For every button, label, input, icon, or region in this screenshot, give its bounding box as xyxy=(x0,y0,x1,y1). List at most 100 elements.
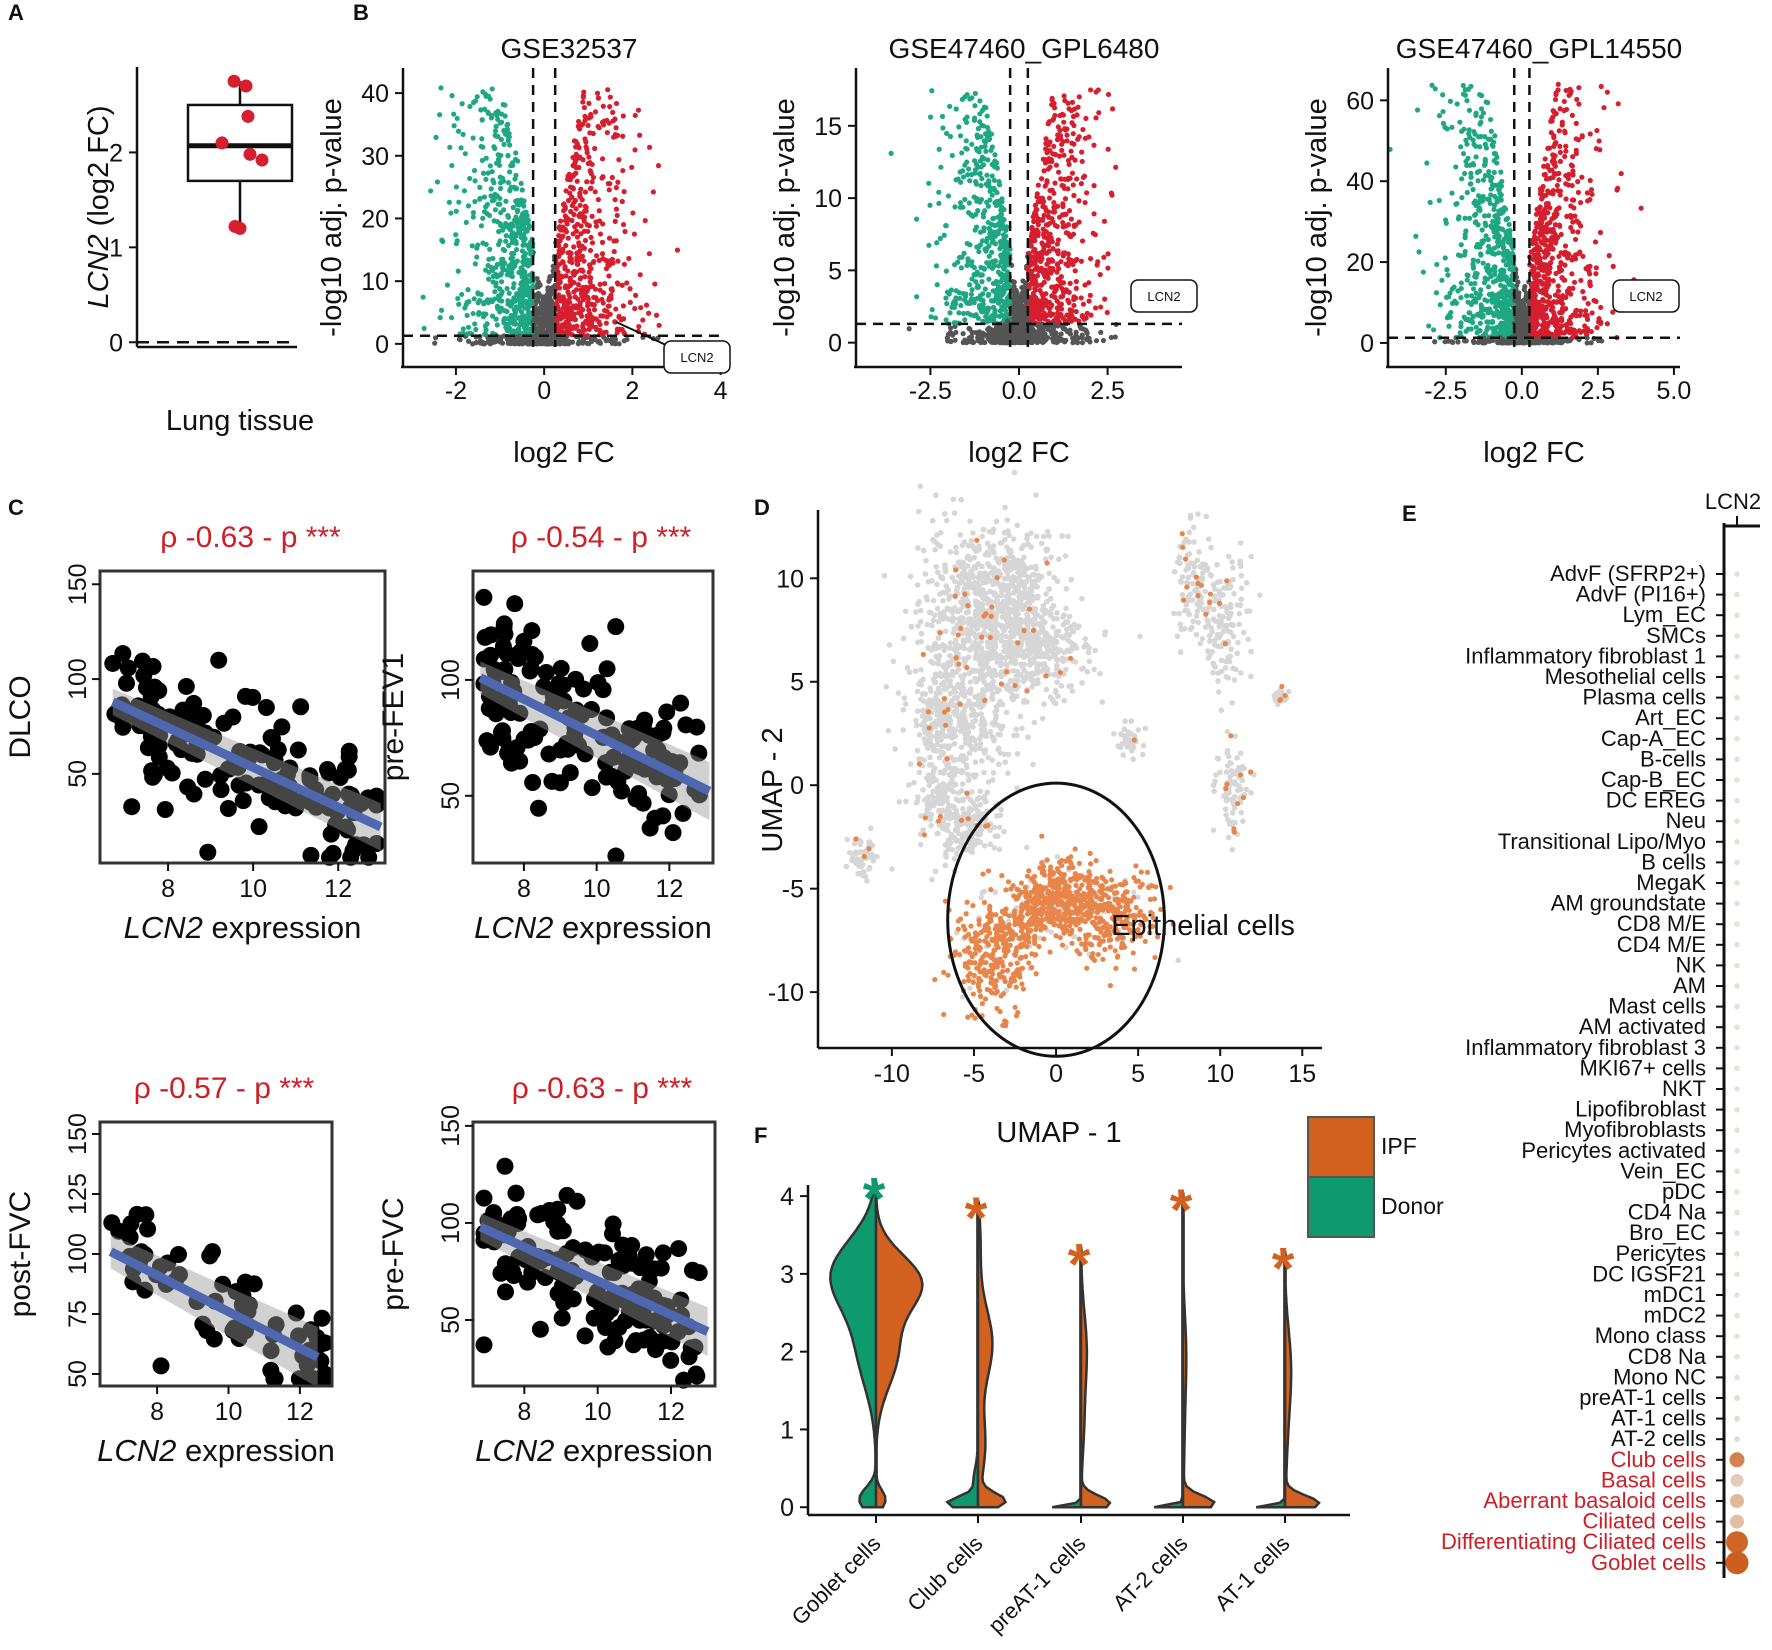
gene-point xyxy=(1031,254,1037,260)
gene-point xyxy=(996,182,1003,188)
gene-point xyxy=(991,263,997,269)
gene-point xyxy=(477,195,483,201)
gene-point xyxy=(563,217,569,224)
gene-point xyxy=(592,189,598,195)
gene-point xyxy=(637,272,643,278)
gene-point xyxy=(611,238,617,244)
gene-point xyxy=(1593,265,1599,271)
gene-point xyxy=(498,136,504,143)
gene-point xyxy=(1094,262,1100,268)
gene-point xyxy=(451,111,457,117)
gene-point xyxy=(504,285,510,292)
gene-point xyxy=(986,276,992,282)
gene-point xyxy=(1055,237,1061,243)
gene-point xyxy=(474,254,480,260)
y-tick-label: 10 xyxy=(361,268,389,296)
gene-point xyxy=(1427,199,1433,206)
gene-point xyxy=(550,301,556,307)
gene-point xyxy=(585,228,591,235)
x-tick-label: 2.5 xyxy=(1090,377,1125,405)
gene-point xyxy=(1575,189,1582,196)
gene-point xyxy=(619,282,625,288)
gene-point xyxy=(595,197,601,203)
gene-point xyxy=(979,175,985,182)
gene-point xyxy=(568,174,574,180)
gene-point xyxy=(1571,205,1577,211)
gene-point xyxy=(1449,339,1455,345)
gene-point xyxy=(1060,183,1067,189)
gene-point xyxy=(1470,338,1477,344)
gene-point xyxy=(1496,186,1502,193)
gene-point xyxy=(578,231,584,237)
gene-point xyxy=(1459,195,1465,201)
gene-point xyxy=(960,331,966,337)
gene-point xyxy=(990,238,996,244)
gene-point xyxy=(432,335,439,341)
gene-point xyxy=(1070,340,1076,346)
gene-point xyxy=(480,340,486,346)
gene-point xyxy=(459,101,465,107)
gene-point xyxy=(1034,264,1040,270)
gene-point xyxy=(1072,268,1078,274)
gene-point xyxy=(1047,265,1053,271)
gene-point xyxy=(1059,147,1065,153)
gene-point xyxy=(1041,333,1047,339)
gene-point xyxy=(556,243,562,249)
gene-point xyxy=(1555,81,1561,87)
gene-point xyxy=(1113,164,1119,170)
gene-point xyxy=(1052,180,1058,186)
gene-point xyxy=(979,238,986,244)
gene-point xyxy=(1439,277,1445,283)
gene-point xyxy=(526,225,532,231)
gene-point xyxy=(975,315,982,321)
gene-point xyxy=(984,316,991,322)
gene-point xyxy=(1036,299,1042,305)
gene-point xyxy=(1034,273,1041,279)
gene-point xyxy=(580,99,586,105)
gene-point xyxy=(584,179,590,185)
gene-point xyxy=(497,336,504,342)
gene-point xyxy=(1585,264,1591,270)
gene-point xyxy=(984,134,991,140)
gene-point xyxy=(588,234,594,241)
gene-point xyxy=(479,117,485,123)
gene-point xyxy=(1069,154,1075,161)
gene-point xyxy=(501,141,507,147)
gene-point xyxy=(1563,87,1569,94)
gene-point xyxy=(570,185,576,191)
gene-point xyxy=(969,95,975,101)
gene-point xyxy=(933,263,940,269)
gene-point xyxy=(613,100,620,107)
gene-point xyxy=(1571,197,1577,203)
gene-point xyxy=(433,134,439,140)
gene-point xyxy=(980,211,986,217)
y-tick-label: 0 xyxy=(828,330,842,358)
gene-point xyxy=(1556,128,1562,134)
data-point xyxy=(239,79,253,93)
gene-point xyxy=(1554,182,1560,189)
gene-point xyxy=(551,265,557,271)
gene-point xyxy=(1066,289,1072,295)
gene-point xyxy=(454,115,460,122)
gene-point xyxy=(1550,174,1556,180)
gene-point xyxy=(952,204,958,210)
gene-point xyxy=(1575,229,1581,235)
gene-point xyxy=(464,312,470,319)
gene-point xyxy=(982,143,988,149)
gene-point xyxy=(1539,196,1545,202)
gene-point xyxy=(993,294,999,300)
gene-point xyxy=(1580,289,1586,295)
gene-point xyxy=(1078,295,1084,301)
gene-point xyxy=(953,106,959,112)
gene-point xyxy=(548,291,555,297)
gene-point xyxy=(957,200,964,206)
gene-point xyxy=(1071,192,1077,199)
gene-point xyxy=(1498,169,1504,175)
gene-point xyxy=(560,227,566,233)
gene-point xyxy=(520,341,526,347)
gene-point xyxy=(950,301,956,307)
gene-point xyxy=(479,136,485,142)
y-tick-label: 0 xyxy=(375,331,389,359)
gene-point xyxy=(966,166,972,172)
